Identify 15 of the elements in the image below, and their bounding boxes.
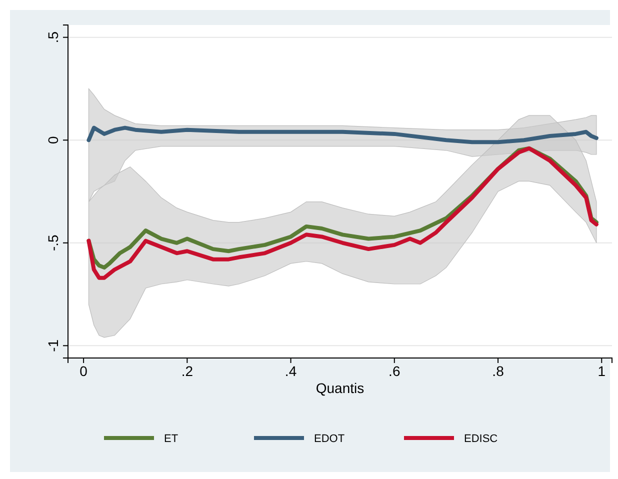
line-series [86, 126, 598, 144]
y-tick-label: -.5 [45, 234, 61, 252]
x-tick-label: .6 [388, 362, 400, 379]
x-axis-title: Quantis [316, 380, 364, 396]
y-tick-label: .5 [45, 31, 61, 44]
legend-label: EDISC [464, 433, 498, 445]
x-tick-label: .8 [492, 362, 504, 379]
x-tick-label: 0 [80, 362, 88, 379]
y-tick-label: -1 [45, 339, 61, 352]
x-tick-label: .4 [284, 362, 297, 379]
legend-label: ET [164, 433, 178, 445]
y-tick-label: 0 [45, 136, 61, 144]
x-tick-label: 1 [598, 362, 606, 379]
x-tick-label: .2 [181, 362, 194, 379]
legend-label: EDOT [314, 433, 345, 445]
